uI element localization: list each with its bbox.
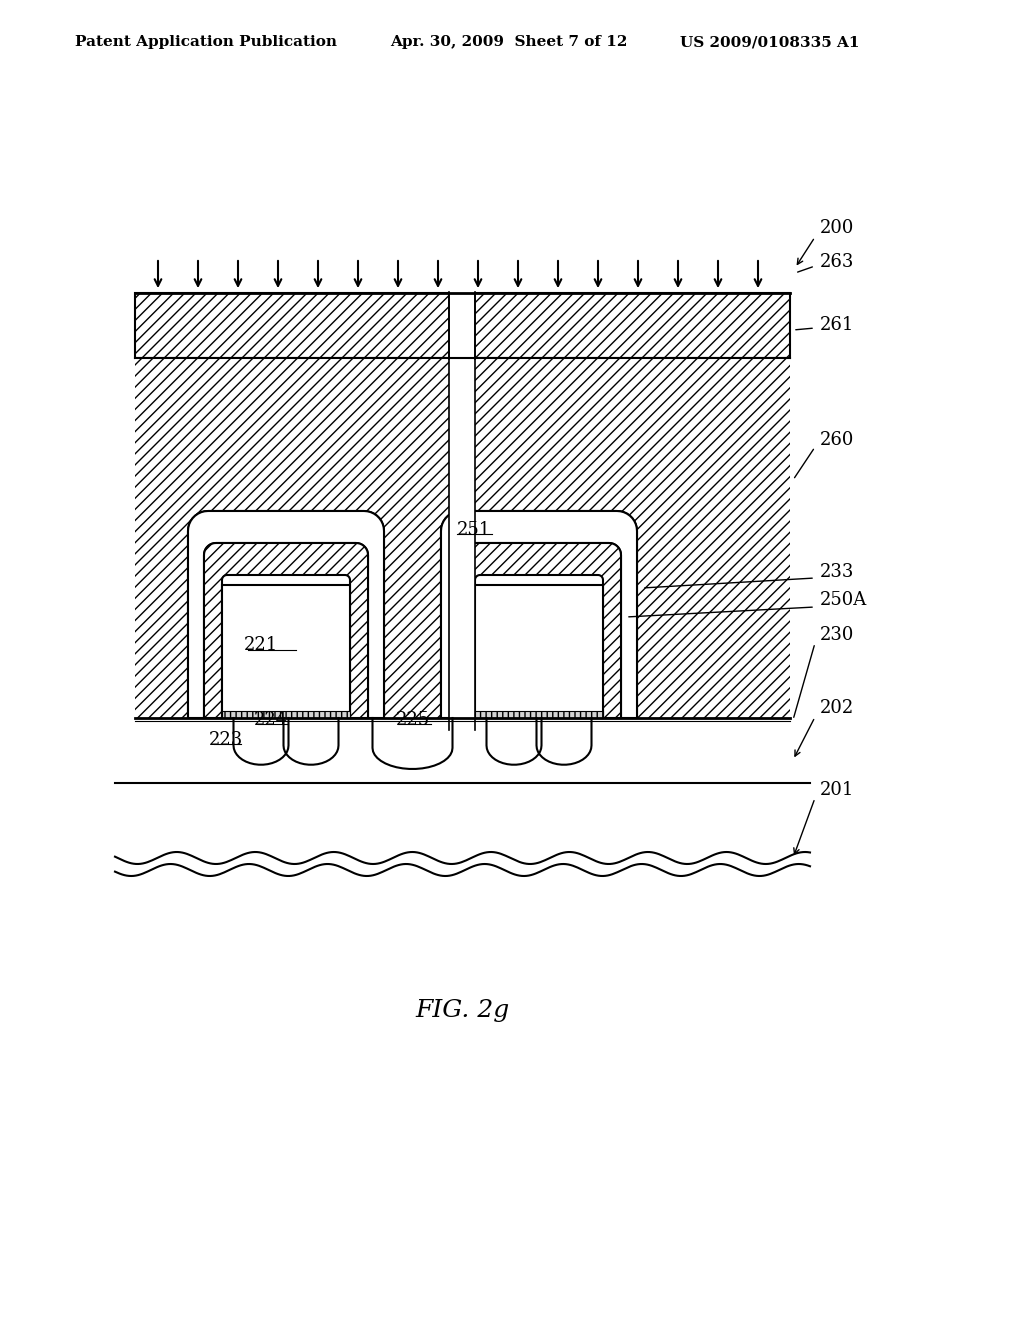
Text: 202: 202: [820, 700, 854, 717]
Polygon shape: [135, 718, 790, 727]
Polygon shape: [441, 511, 637, 718]
Polygon shape: [449, 290, 475, 359]
Polygon shape: [457, 543, 621, 718]
Polygon shape: [441, 511, 637, 718]
Text: 201: 201: [820, 781, 854, 799]
Text: 230: 230: [820, 626, 854, 644]
Text: 221: 221: [244, 636, 279, 653]
Polygon shape: [204, 543, 368, 718]
Polygon shape: [188, 511, 384, 718]
Polygon shape: [475, 585, 603, 718]
Text: Patent Application Publication: Patent Application Publication: [75, 36, 337, 49]
Text: 225: 225: [395, 711, 429, 729]
Polygon shape: [135, 358, 790, 725]
Polygon shape: [204, 543, 368, 718]
Polygon shape: [188, 511, 384, 718]
Text: 251: 251: [457, 521, 492, 539]
Text: 224: 224: [254, 711, 288, 729]
Polygon shape: [475, 711, 603, 718]
Text: 261: 261: [820, 315, 854, 334]
Text: FIG. 2g: FIG. 2g: [416, 998, 510, 1022]
Polygon shape: [457, 543, 621, 718]
Polygon shape: [475, 585, 603, 718]
Text: Apr. 30, 2009  Sheet 7 of 12: Apr. 30, 2009 Sheet 7 of 12: [390, 36, 628, 49]
Text: 260: 260: [820, 432, 854, 449]
Polygon shape: [449, 293, 475, 730]
Text: 263: 263: [820, 253, 854, 271]
Text: 233: 233: [820, 564, 854, 581]
Polygon shape: [449, 359, 475, 725]
Polygon shape: [441, 511, 637, 718]
Polygon shape: [222, 585, 350, 718]
Text: US 2009/0108335 A1: US 2009/0108335 A1: [680, 36, 859, 49]
Text: 223: 223: [209, 731, 243, 748]
Polygon shape: [222, 711, 350, 718]
Text: 250A: 250A: [820, 591, 867, 609]
Polygon shape: [188, 511, 384, 718]
Polygon shape: [222, 585, 350, 718]
Text: 200: 200: [820, 219, 854, 238]
Polygon shape: [475, 711, 603, 718]
Polygon shape: [222, 711, 350, 718]
Polygon shape: [135, 293, 790, 358]
